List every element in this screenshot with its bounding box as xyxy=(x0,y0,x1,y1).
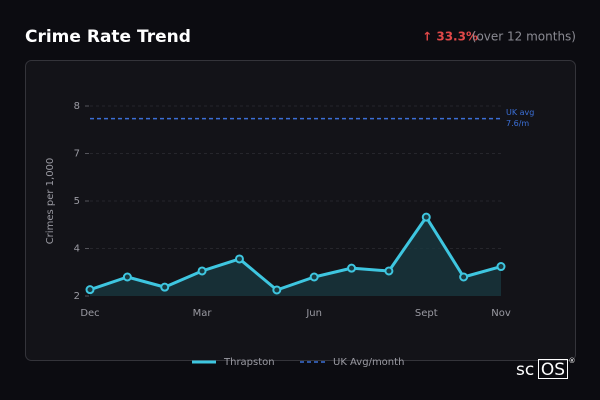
brand-prefix: sc xyxy=(516,360,534,380)
reference-annotation: UK avg xyxy=(506,108,534,117)
legend-label: Thrapston xyxy=(223,357,275,368)
y-tick-label: 2 xyxy=(74,291,80,302)
point xyxy=(421,212,431,222)
y-tick-label: 4 xyxy=(74,244,80,255)
reference-value-label: 7.6/m xyxy=(506,119,529,128)
point xyxy=(122,272,132,282)
line xyxy=(89,215,502,292)
x-tick-label: Mar xyxy=(193,308,213,319)
y-tick-label: 5 xyxy=(74,196,80,207)
legend: Thrapston UK Avg/month xyxy=(192,357,404,368)
x-tick-label: Nov xyxy=(491,308,511,319)
x-tick-label: Dec xyxy=(80,308,99,319)
point xyxy=(85,285,95,295)
y-axis-label: Crimes per 1,000 xyxy=(45,158,56,245)
brand-box xyxy=(538,359,568,379)
x-tick-label: Jun xyxy=(305,308,322,319)
y-tick-label: 8 xyxy=(74,101,80,112)
brand: sc OS ® xyxy=(516,357,576,380)
point xyxy=(459,272,469,282)
point xyxy=(496,262,506,272)
point xyxy=(309,272,319,282)
point xyxy=(234,254,244,264)
legend-label: UK Avg/month xyxy=(333,357,404,368)
point xyxy=(197,266,207,276)
point xyxy=(272,285,282,295)
plot: 2 4 5 7 8 Dec Mar Jun Sept Nov UK avg 7.6/m xyxy=(74,101,535,319)
change-note: (over 12 months) xyxy=(472,30,576,44)
title: Crime Rate Trend xyxy=(25,27,191,47)
point xyxy=(384,266,394,276)
point xyxy=(347,263,357,273)
y-tick-label: 7 xyxy=(74,149,80,160)
change: ↑ 33.3% xyxy=(422,30,478,44)
brand-mark: ® xyxy=(569,357,576,365)
x-tick-label: Sept xyxy=(415,308,438,319)
point xyxy=(160,282,170,292)
brand-boxed: OS xyxy=(541,360,565,380)
